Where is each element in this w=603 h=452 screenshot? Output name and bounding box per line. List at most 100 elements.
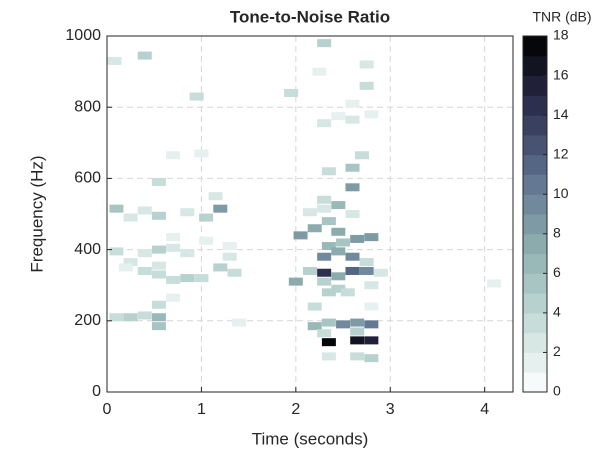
heat-cell	[109, 204, 124, 213]
heat-cell	[213, 263, 228, 272]
heat-cell	[232, 318, 247, 327]
heat-cell	[350, 318, 365, 327]
heat-cell	[317, 204, 332, 213]
heat-cell	[199, 213, 214, 222]
heat-cell	[321, 288, 336, 297]
heat-cell	[345, 266, 360, 275]
heat-cell	[317, 277, 332, 286]
heat-cell	[364, 281, 379, 290]
colorbar-band	[523, 115, 547, 136]
heat-cell	[336, 320, 351, 329]
heat-cell	[331, 112, 346, 121]
x-tick-label: 2	[291, 401, 300, 418]
colorbar-band	[523, 154, 547, 175]
heat-cell	[487, 279, 502, 288]
heat-cell	[354, 151, 369, 160]
heat-cell	[166, 243, 181, 252]
heat-cell	[293, 231, 308, 240]
heat-cell	[321, 242, 336, 251]
heat-cell	[151, 270, 166, 279]
heat-cell	[364, 110, 379, 119]
heat-cell	[303, 208, 317, 217]
heat-cell	[288, 277, 303, 286]
heat-cell	[307, 224, 322, 233]
plot-frame	[106, 35, 514, 393]
heat-cell	[364, 336, 379, 345]
heat-cell	[364, 233, 379, 242]
heat-cell	[166, 275, 181, 284]
heat-cell	[331, 201, 346, 210]
heat-cell	[364, 302, 379, 311]
colorbar-tick-label: 0	[553, 383, 561, 399]
heat-cell	[189, 92, 204, 101]
heat-cell	[151, 313, 166, 322]
y-tick-label: 800	[74, 98, 101, 115]
heat-cell	[345, 210, 360, 218]
colorbar-frame	[522, 35, 548, 393]
colorbar-band	[523, 174, 547, 195]
colorbar-tick-label: 12	[553, 145, 569, 161]
colorbar-tick-label: 18	[553, 27, 569, 43]
heat-cell	[317, 252, 332, 261]
y-tick-label: 400	[74, 241, 101, 258]
heat-cell	[359, 266, 374, 275]
heat-cell	[222, 252, 237, 261]
heat-cell	[137, 249, 152, 258]
heat-cell	[317, 268, 332, 277]
heat-cell	[123, 313, 138, 322]
colorbar-band	[523, 332, 547, 353]
colorbar-tick-label: 8	[553, 224, 561, 240]
y-tick-label: 1000	[65, 27, 101, 44]
colorbar-band	[523, 312, 547, 334]
heat-cell	[303, 266, 317, 275]
heat-cell	[359, 258, 374, 267]
y-tick-label: 600	[74, 170, 101, 187]
heat-cell	[359, 60, 374, 69]
heat-cell	[180, 249, 195, 258]
colorbar-band	[523, 233, 547, 255]
colorbar-band	[523, 372, 547, 393]
heat-cell	[118, 263, 133, 272]
heat-cell	[151, 245, 166, 254]
heat-cell	[151, 261, 166, 270]
heat-cell	[199, 236, 214, 245]
heat-cell	[137, 206, 152, 215]
heat-cell	[321, 167, 336, 176]
heat-cell	[227, 268, 242, 277]
colorbar-band	[523, 214, 547, 235]
heat-cell	[123, 258, 138, 267]
heat-cell	[340, 288, 355, 297]
heat-cell	[345, 115, 360, 124]
heat-cell	[307, 322, 322, 331]
colorbar-tick-label: 10	[553, 185, 569, 201]
heat-cell	[331, 272, 346, 281]
heat-cell	[364, 354, 379, 363]
heat-cell	[180, 208, 195, 217]
colorbar-band	[523, 36, 547, 57]
heat-cell	[350, 327, 365, 336]
heat-cell	[166, 293, 181, 302]
colorbar-tick-label: 6	[553, 264, 561, 280]
colorbar-band	[523, 194, 547, 215]
heat-cell	[321, 318, 336, 327]
colorbar-band	[523, 95, 547, 116]
colorbar-tick-label: 16	[553, 66, 569, 82]
heat-cell	[317, 119, 332, 128]
heat-cell	[208, 192, 223, 201]
y-axis-label: Frequency (Hz)	[27, 155, 46, 272]
heat-cell	[180, 274, 195, 283]
heat-cell	[345, 99, 360, 108]
x-tick-label: 4	[480, 401, 489, 418]
heat-cell	[317, 39, 332, 48]
y-tick-label: 200	[74, 312, 101, 329]
x-tick-label: 0	[103, 401, 112, 418]
heat-cell	[317, 195, 332, 204]
heat-cell	[321, 338, 336, 347]
colorbar-tick-label: 4	[553, 304, 561, 320]
colorbar-tick-label: 2	[553, 343, 561, 359]
heat-cell	[321, 217, 336, 226]
heat-cell	[109, 247, 124, 256]
heat-cell	[137, 266, 152, 275]
